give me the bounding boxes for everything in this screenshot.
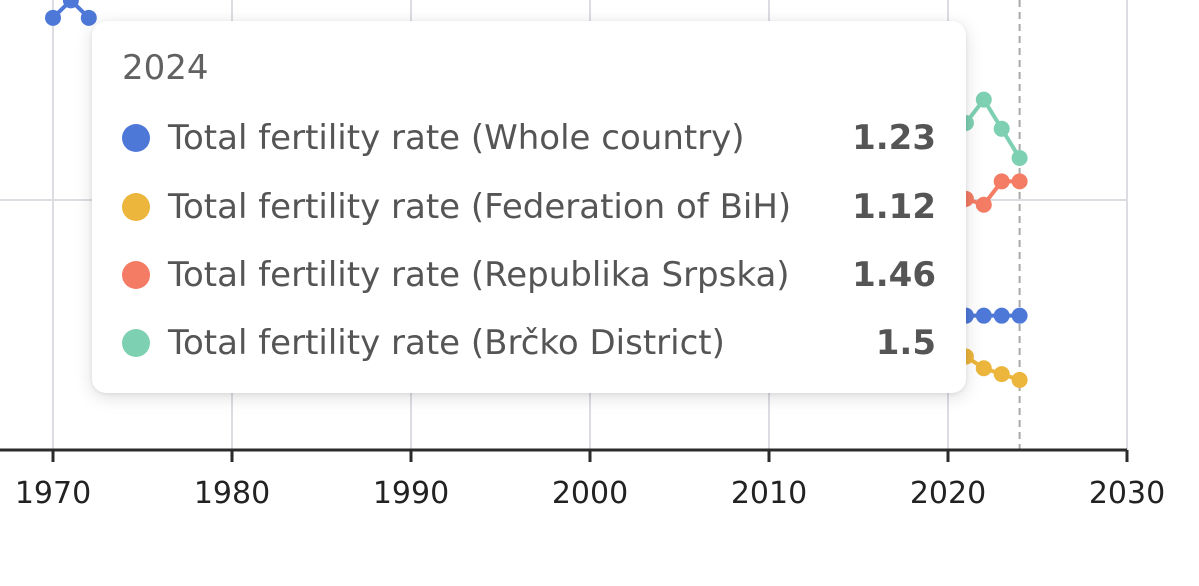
legend-dot-republika-srpska: [122, 261, 150, 289]
tooltip-row-federation: Total fertility rate (Federation of BiH)…: [122, 181, 936, 233]
x-tick-label: 1980: [194, 476, 270, 511]
data-point: [1011, 307, 1028, 324]
x-tick-label: 2000: [552, 476, 628, 511]
data-point: [62, 0, 79, 9]
x-tick-label: 1970: [15, 476, 91, 511]
tooltip-series-label: Total fertility rate (Brčko District): [168, 323, 725, 363]
data-point: [1011, 371, 1028, 388]
tooltip-series-value: 1.23: [852, 118, 936, 158]
hover-tooltip: 2024 Total fertility rate (Whole country…: [92, 21, 966, 393]
x-tick-label: 2030: [1089, 476, 1165, 511]
x-tick-label: 2010: [731, 476, 807, 511]
tooltip-series-label: Total fertility rate (Republika Srpska): [168, 255, 790, 295]
tooltip-series-value: 1.12: [852, 187, 936, 227]
data-point: [975, 91, 992, 108]
tooltip-row-brcko: Total fertility rate (Brčko District) 1.…: [122, 317, 936, 369]
x-tick-label: 2020: [910, 476, 986, 511]
x-tick-label: 1990: [373, 476, 449, 511]
data-point: [975, 196, 992, 213]
data-point: [1011, 150, 1028, 166]
tooltip-row-whole-country: Total fertility rate (Whole country) 1.2…: [122, 112, 936, 164]
data-point: [993, 173, 1010, 190]
legend-dot-brcko: [122, 329, 150, 357]
data-point: [80, 9, 97, 26]
legend-dot-whole-country: [122, 124, 150, 152]
tooltip-year: 2024: [122, 48, 209, 88]
data-point: [993, 366, 1010, 383]
data-point: [993, 120, 1010, 137]
data-point: [993, 307, 1010, 324]
tooltip-series-value: 1.5: [875, 323, 936, 363]
data-point: [975, 307, 992, 324]
data-point: [1011, 173, 1028, 190]
tooltip-series-label: Total fertility rate (Federation of BiH): [168, 187, 792, 227]
tooltip-row-republika-srpska: Total fertility rate (Republika Srpska) …: [122, 249, 936, 301]
tooltip-series-value: 1.46: [852, 255, 936, 295]
data-point: [45, 9, 61, 26]
legend-dot-federation: [122, 193, 150, 221]
data-point: [975, 360, 992, 377]
tooltip-series-label: Total fertility rate (Whole country): [168, 118, 745, 158]
